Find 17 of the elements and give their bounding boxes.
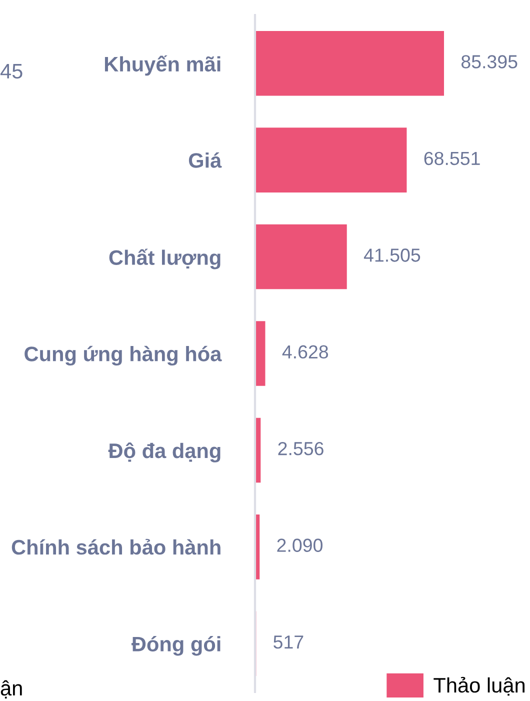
y-tick-label: Chính sách bảo hành [12,538,220,555]
data-label: 2.556 [278,442,324,456]
y-tick-label: Chất lượng [109,248,220,270]
y-tick-label: Giá [188,152,222,168]
y-tick-label: Độ đa dạng [108,442,220,462]
y-tick-label: Cung ứng hàng hóa [24,346,222,366]
y-tick-label: Khuyến mãi [104,55,220,76]
data-label: 2.090 [277,538,322,552]
y-tick-label: Đóng gói [132,636,220,656]
data-label: 517 [274,636,304,649]
data-label: 4.628 [282,345,328,359]
data-label: 85.395 [461,55,518,68]
legend-label: Thảo luận [434,676,524,696]
data-label: 41.505 [364,248,420,262]
text: 45 [0,64,22,79]
text: ận [0,680,22,699]
data-label: 68.551 [424,152,480,166]
